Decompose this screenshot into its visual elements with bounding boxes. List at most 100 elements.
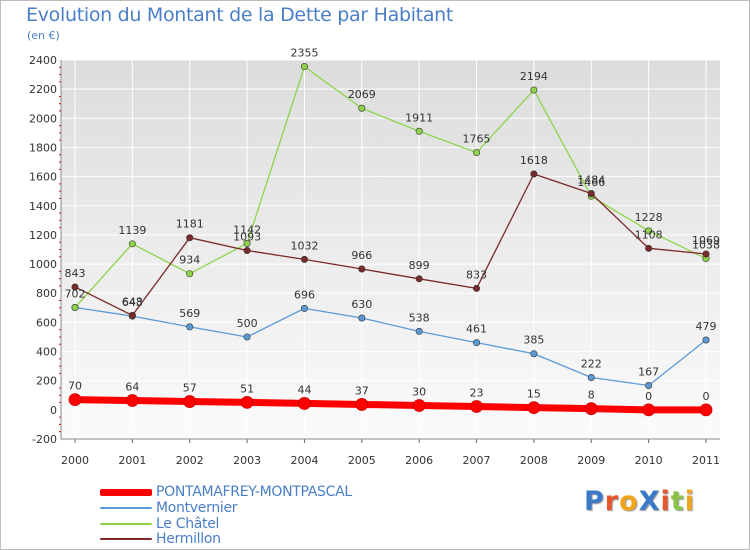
data-point-montvernier bbox=[645, 382, 653, 390]
legend-item-hermillon: Hermillon bbox=[100, 531, 221, 547]
x-tick-label: 2007 bbox=[463, 454, 491, 467]
data-label-pontamafrey-montpascal: 8 bbox=[588, 389, 595, 402]
chart-subtitle: (en €) bbox=[27, 29, 60, 42]
plot-area bbox=[61, 60, 720, 439]
chart-title: Evolution du Montant de la Dette par Hab… bbox=[26, 4, 454, 26]
data-point-hermillon bbox=[186, 234, 194, 242]
data-label-montvernier: 538 bbox=[409, 311, 430, 324]
axes: -200020040060080010001200140016001800200… bbox=[29, 54, 720, 467]
legend-item-le-chatel: Le Châtel bbox=[100, 516, 219, 532]
data-label-montvernier: 461 bbox=[466, 323, 487, 336]
data-point-montvernier bbox=[587, 373, 595, 381]
data-point-hermillon bbox=[587, 190, 595, 198]
x-tick-label: 2008 bbox=[520, 454, 548, 467]
data-label-montvernier: 643 bbox=[122, 296, 143, 309]
y-tick-label: 2400 bbox=[29, 54, 57, 67]
y-tick-label: 1600 bbox=[29, 171, 57, 184]
data-label-hermillon: 1093 bbox=[233, 231, 261, 244]
legend-label-hermillon: Hermillon bbox=[156, 531, 221, 547]
data-point-hermillon bbox=[358, 265, 366, 273]
data-label-montvernier: 500 bbox=[237, 317, 258, 330]
data-label-montvernier: 479 bbox=[696, 320, 717, 333]
data-label-pontamafrey-montpascal: 0 bbox=[645, 390, 652, 403]
data-point-le-chatel bbox=[243, 239, 251, 247]
proxiti-logo: ProXiti bbox=[584, 486, 695, 517]
data-label-le-chatel: 2355 bbox=[290, 47, 318, 60]
legend-swatch-montvernier bbox=[100, 507, 152, 509]
logo-letter: o bbox=[619, 486, 639, 517]
data-label-pontamafrey-montpascal: 30 bbox=[412, 385, 426, 398]
logo-letter: i bbox=[684, 486, 695, 517]
data-label-le-chatel: 2069 bbox=[348, 88, 376, 101]
data-point-hermillon bbox=[128, 311, 136, 319]
data-label-le-chatel: 1466 bbox=[577, 176, 605, 189]
legend-swatch-hermillon bbox=[100, 538, 152, 540]
data-point-pontamafrey-montpascal bbox=[412, 399, 426, 412]
data-point-le-chatel bbox=[186, 270, 194, 278]
data-label-le-chatel: 1911 bbox=[405, 111, 433, 124]
data-point-montvernier bbox=[243, 333, 251, 341]
y-tick-label: 0 bbox=[50, 404, 57, 417]
data-label-hermillon: 833 bbox=[466, 268, 487, 281]
x-tick-label: 2004 bbox=[290, 454, 318, 467]
data-label-pontamafrey-montpascal: 15 bbox=[527, 388, 541, 401]
series-line-pontamafrey-montpascal bbox=[71, 396, 710, 414]
data-point-montvernier bbox=[186, 323, 194, 331]
data-point-pontamafrey-montpascal bbox=[527, 401, 541, 415]
x-tick-label: 2011 bbox=[692, 454, 720, 467]
logo-letter: X bbox=[638, 486, 661, 517]
data-point-hermillon bbox=[473, 284, 481, 292]
data-label-montvernier: 569 bbox=[179, 307, 200, 320]
data-point-hermillon bbox=[702, 250, 710, 258]
legend-item-pontamafrey: PONTAMAFREY-MONTPASCAL bbox=[100, 484, 352, 500]
data-point-le-chatel bbox=[71, 304, 79, 312]
data-label-hermillon: 966 bbox=[351, 249, 372, 262]
data-label-hermillon: 843 bbox=[65, 267, 86, 280]
data-point-pontamafrey-montpascal bbox=[183, 395, 197, 408]
legend-label-pontamafrey: PONTAMAFREY-MONTPASCAL bbox=[156, 484, 352, 500]
data-label-hermillon: 1069 bbox=[692, 234, 720, 247]
x-tick-label: 2002 bbox=[176, 454, 204, 467]
data-point-pontamafrey-montpascal bbox=[68, 393, 82, 407]
data-label-montvernier: 385 bbox=[523, 334, 544, 347]
data-label-pontamafrey-montpascal: 57 bbox=[183, 382, 197, 395]
data-point-pontamafrey-montpascal bbox=[470, 400, 483, 413]
data-label-pontamafrey-montpascal: 23 bbox=[470, 386, 484, 399]
x-tick-label: 2006 bbox=[405, 454, 433, 467]
data-point-hermillon bbox=[415, 275, 423, 283]
data-point-le-chatel bbox=[645, 227, 653, 235]
legend-label-le-chatel: Le Châtel bbox=[156, 516, 220, 532]
y-tick-label: 1800 bbox=[29, 141, 57, 154]
data-label-hermillon: 1108 bbox=[635, 228, 663, 241]
data-label-pontamafrey-montpascal: 64 bbox=[125, 381, 139, 394]
data-point-montvernier bbox=[530, 350, 538, 358]
data-point-le-chatel bbox=[300, 63, 308, 71]
data-point-pontamafrey-montpascal bbox=[584, 402, 598, 416]
y-tick-label: 400 bbox=[36, 346, 57, 359]
legend-swatch-le-chatel bbox=[100, 523, 152, 525]
data-label-hermillon: 1181 bbox=[176, 218, 204, 231]
y-tick-label: -200 bbox=[32, 433, 57, 446]
data-label-le-chatel: 1228 bbox=[635, 211, 663, 224]
x-tick-label: 2000 bbox=[61, 454, 89, 467]
data-point-pontamafrey-montpascal bbox=[125, 394, 139, 407]
data-point-hermillon bbox=[530, 170, 538, 178]
data-point-hermillon bbox=[243, 247, 251, 255]
data-point-pontamafrey-montpascal bbox=[298, 397, 311, 410]
data-label-le-chatel: 2194 bbox=[520, 70, 548, 83]
y-tick-label: 2000 bbox=[29, 112, 57, 125]
data-label-hermillon: 648 bbox=[122, 295, 143, 308]
data-label-hermillon: 1484 bbox=[577, 174, 605, 187]
y-tick-label: 1400 bbox=[29, 200, 57, 213]
data-point-hermillon bbox=[645, 244, 653, 252]
logo-letter: t bbox=[670, 486, 685, 517]
data-point-le-chatel bbox=[415, 127, 423, 135]
legend-label-montvernier: Montvernier bbox=[156, 500, 238, 516]
data-label-pontamafrey-montpascal: 70 bbox=[68, 380, 82, 393]
data-label-montvernier: 167 bbox=[638, 366, 659, 379]
data-point-montvernier bbox=[358, 314, 366, 322]
data-label-hermillon: 1618 bbox=[520, 154, 548, 167]
data-label-pontamafrey-montpascal: 51 bbox=[240, 382, 254, 395]
x-tick-label: 2001 bbox=[118, 454, 146, 467]
x-tick-label: 2009 bbox=[577, 454, 605, 467]
